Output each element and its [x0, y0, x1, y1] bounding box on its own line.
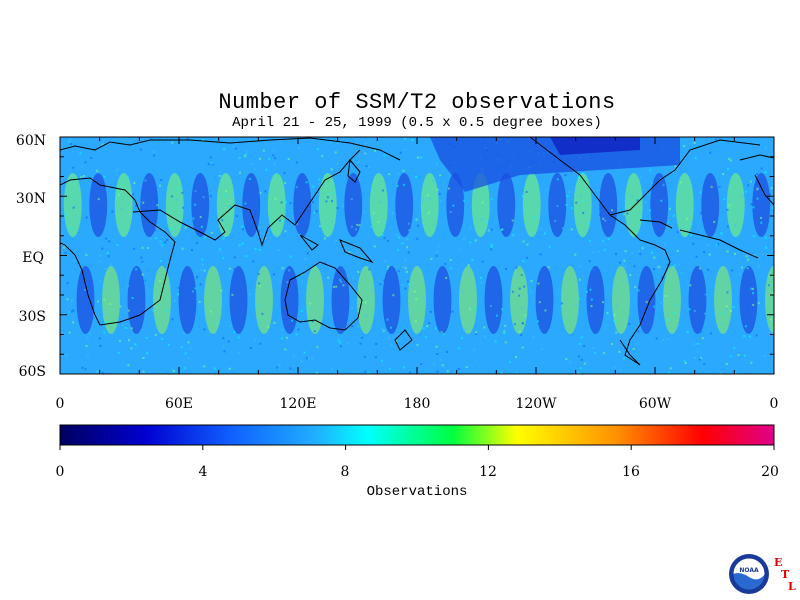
lon-label-0-end: 0: [770, 396, 779, 412]
svg-text:NOAA: NOAA: [739, 567, 759, 574]
lon-label-120e: 120E: [280, 396, 317, 412]
lon-label-60w: 60W: [639, 396, 672, 412]
lon-label-60e: 60E: [165, 396, 193, 412]
lon-label-120w: 120W: [515, 396, 557, 412]
lon-label-0: 0: [56, 396, 65, 412]
map-field: [60, 137, 783, 376]
lat-label-60n: 60N: [16, 133, 46, 149]
lat-label-30s: 30S: [19, 309, 46, 325]
logo-letter-l: L: [788, 580, 796, 593]
colorbar-tick-8: 8: [341, 464, 350, 480]
lat-label-eq: EQ: [22, 250, 44, 266]
colorbar-tick-16: 16: [622, 464, 640, 480]
colorbar-tick-12: 12: [479, 464, 497, 480]
lon-label-180: 180: [404, 396, 431, 412]
colorbar-tick-4: 4: [199, 464, 208, 480]
colorbar-label: Observations: [367, 484, 468, 500]
noaa-logo: NOAA: [728, 553, 770, 595]
lat-label-30n: 30N: [16, 191, 46, 207]
colorbar-tick-20: 20: [761, 464, 779, 480]
lat-label-60s: 60S: [19, 364, 46, 380]
colorbar: 0 4 8 12 16 20 Observations: [56, 425, 779, 500]
colorbar-tick-0: 0: [56, 464, 65, 480]
observation-map: 60N 30N EQ 30S 60S 0 60E 120E 180 120W 6…: [0, 0, 800, 600]
